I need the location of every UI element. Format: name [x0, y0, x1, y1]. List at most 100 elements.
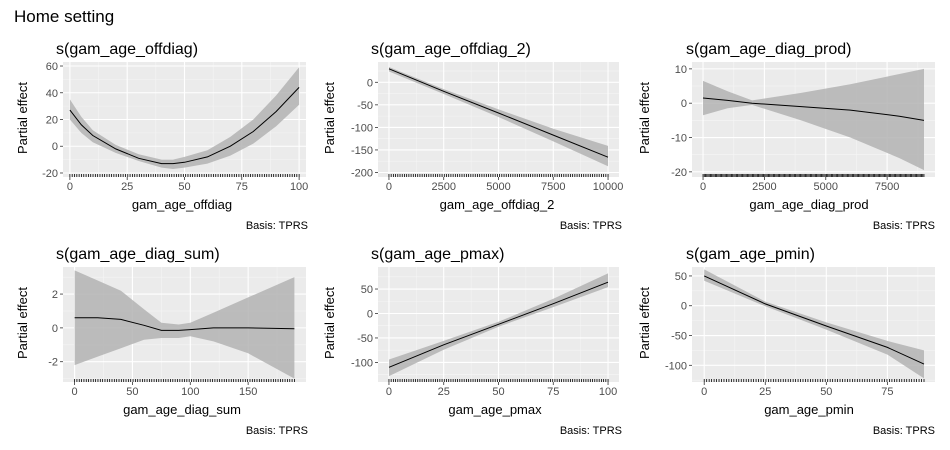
x-tick-label: 5000 — [486, 181, 510, 193]
x-axis-label: gam_age_pmax — [448, 402, 542, 417]
y-tick-label: 2 — [52, 289, 58, 301]
x-axis-label: gam_age_offdiag — [132, 197, 232, 212]
x-tick-label: 2500 — [752, 181, 776, 193]
panel-title: s(gam_age_pmax) — [371, 246, 504, 263]
y-tick-label: -10 — [671, 133, 687, 145]
x-tick-label: 0 — [701, 386, 707, 398]
y-tick-label: -100 — [665, 360, 687, 372]
y-tick-label: 0 — [52, 141, 58, 153]
y-axis-label: Partial effect — [637, 82, 652, 154]
plot-area: 0 25 50 75 100 -100 -50 0 50 — [351, 267, 619, 398]
x-axis-label: gam_age_pmin — [764, 402, 854, 417]
panel-4: s(gam_age_diag_sum) Partial effect gam_a… — [15, 246, 308, 437]
basis-caption: Basis: TPRS — [873, 425, 935, 437]
x-axis-label: gam_age_offdiag_2 — [440, 197, 555, 212]
y-tick-label: 10 — [675, 64, 687, 76]
y-axis-label: Partial effect — [15, 82, 30, 154]
x-tick-label: 7500 — [541, 181, 565, 193]
x-tick-label: 100 — [290, 181, 308, 193]
confidence-band — [704, 269, 924, 379]
y-tick-label: -100 — [351, 122, 373, 134]
x-tick-label: 7500 — [875, 181, 899, 193]
x-tick-label: 10000 — [593, 181, 624, 193]
y-axis-label: Partial effect — [322, 82, 337, 154]
x-tick-label: 2500 — [431, 181, 455, 193]
panel-title: s(gam_age_offdiag_2) — [371, 41, 531, 58]
y-tick-label: 0 — [52, 323, 58, 335]
x-tick-label: 0 — [67, 181, 73, 193]
x-axis-label: gam_age_diag_sum — [123, 402, 241, 417]
basis-caption: Basis: TPRS — [246, 425, 308, 437]
x-tick-label: 50 — [492, 386, 504, 398]
basis-caption: Basis: TPRS — [246, 220, 308, 232]
x-tick-label: 50 — [820, 386, 832, 398]
y-tick-label: -20 — [671, 167, 687, 179]
figure-title: Home setting — [14, 7, 114, 26]
panel-title: s(gam_age_diag_sum) — [56, 246, 220, 263]
x-tick-label: 50 — [126, 386, 138, 398]
basis-caption: Basis: TPRS — [873, 220, 935, 232]
x-tick-label: 100 — [181, 386, 199, 398]
plot-area: 0 25 50 75 -100 -50 0 50 — [665, 267, 935, 398]
y-tick-label: -150 — [351, 145, 373, 157]
y-axis-label: Partial effect — [322, 287, 337, 359]
y-tick-label: 20 — [46, 115, 58, 127]
plot-area: 0 50 100 150 -2 0 2 — [48, 267, 306, 398]
panel-2: s(gam_age_offdiag_2) Partial effect gam_… — [322, 41, 623, 232]
confidence-band — [74, 270, 295, 379]
y-tick-label: -50 — [357, 100, 373, 112]
x-tick-label: 0 — [386, 181, 392, 193]
panel-5: s(gam_age_pmax) Partial effect gam_age_p… — [322, 246, 622, 437]
smooth-line — [69, 87, 300, 165]
y-axis-label: Partial effect — [15, 287, 30, 359]
panel-title: s(gam_age_offdiag) — [56, 41, 198, 58]
y-tick-label: 60 — [46, 61, 58, 73]
confidence-band — [703, 68, 924, 171]
smooth-line — [388, 68, 609, 158]
y-tick-label: 0 — [681, 98, 687, 110]
smooth-line — [388, 281, 609, 368]
x-tick-label: 25 — [759, 386, 771, 398]
panel-3: s(gam_age_diag_prod) Partial effect gam_… — [637, 41, 935, 232]
basis-caption: Basis: TPRS — [560, 220, 622, 232]
x-tick-label: 0 — [700, 181, 706, 193]
x-tick-label: 75 — [881, 386, 893, 398]
smooth-line — [703, 275, 925, 365]
y-tick-label: -50 — [671, 331, 687, 343]
y-tick-label: 0 — [367, 77, 373, 89]
y-tick-label: 0 — [681, 301, 687, 313]
smooth-line — [702, 97, 925, 121]
plot-area: 0 2500 5000 7500 -20 -10 0 10 — [671, 62, 935, 193]
y-tick-label: -100 — [351, 357, 373, 369]
x-tick-label: 5000 — [814, 181, 838, 193]
y-tick-label: -2 — [48, 357, 58, 369]
y-tick-label: 40 — [46, 88, 58, 100]
confidence-band — [69, 67, 300, 169]
panel-6: s(gam_age_pmin) Partial effect gam_age_p… — [637, 246, 935, 437]
basis-caption: Basis: TPRS — [560, 425, 622, 437]
x-tick-label: 0 — [72, 386, 78, 398]
y-tick-label: 0 — [367, 308, 373, 320]
x-tick-label: 0 — [386, 386, 392, 398]
x-axis-label: gam_age_diag_prod — [749, 197, 868, 212]
y-tick-label: -50 — [357, 333, 373, 345]
x-tick-label: 50 — [178, 181, 190, 193]
panel-title: s(gam_age_diag_prod) — [686, 41, 851, 58]
panel-1: s(gam_age_offdiag) Partial effect gam_ag… — [15, 41, 308, 232]
y-tick-label: 50 — [675, 271, 687, 283]
y-axis-label: Partial effect — [637, 287, 652, 359]
smooth-line — [74, 317, 295, 331]
x-tick-label: 25 — [438, 386, 450, 398]
y-tick-label: -200 — [351, 167, 373, 179]
plot-area: 0 2500 5000 7500 10000 -200 -150 -100 -50 0 — [351, 62, 623, 193]
x-tick-label: 150 — [239, 386, 257, 398]
plot-area: 0 25 50 75 100 -20 0 20 40 60 — [42, 61, 308, 193]
x-tick-label: 75 — [236, 181, 248, 193]
y-tick-label: -20 — [42, 168, 58, 180]
panel-title: s(gam_age_pmin) — [686, 246, 815, 263]
x-tick-label: 25 — [121, 181, 133, 193]
x-tick-label: 100 — [599, 386, 617, 398]
x-tick-label: 75 — [547, 386, 559, 398]
y-tick-label: 50 — [361, 284, 373, 296]
